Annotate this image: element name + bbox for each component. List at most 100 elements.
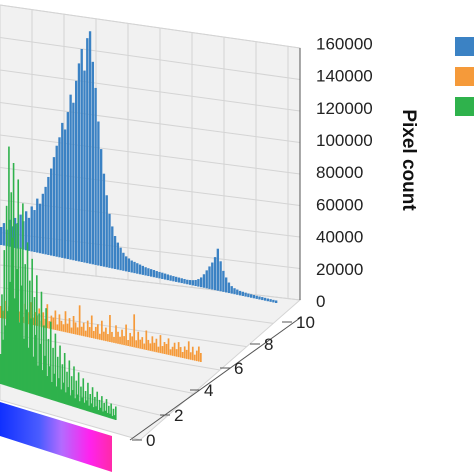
bar	[89, 394, 92, 412]
bar	[91, 387, 94, 413]
bar	[141, 337, 144, 350]
series-2	[0, 146, 117, 420]
bar	[200, 353, 202, 362]
grid-line-z	[0, 69, 301, 112]
bar	[200, 277, 203, 288]
bar	[73, 366, 75, 407]
bar	[208, 266, 211, 289]
y-tick-label: 2	[174, 406, 183, 425]
bar	[39, 343, 42, 397]
bar	[72, 316, 75, 334]
bar	[197, 279, 200, 287]
bar	[91, 61, 95, 265]
bar	[95, 406, 97, 414]
bar	[147, 268, 150, 277]
bar	[22, 203, 24, 391]
bar	[30, 206, 33, 252]
bar	[151, 336, 154, 352]
bar	[27, 347, 30, 393]
bar	[47, 176, 50, 255]
bar	[30, 302, 33, 325]
bar	[70, 376, 73, 407]
bar	[62, 324, 65, 332]
bar	[84, 391, 87, 411]
bar	[11, 226, 14, 248]
bar	[4, 325, 7, 386]
bar	[122, 252, 125, 271]
bar	[96, 391, 99, 415]
bar	[109, 315, 111, 342]
bar	[108, 213, 111, 268]
bar	[60, 389, 63, 403]
bar	[72, 102, 75, 261]
bar	[230, 286, 233, 294]
bar	[247, 293, 250, 298]
color-gradient-strip	[0, 402, 112, 472]
bar	[183, 279, 186, 284]
bar	[188, 280, 192, 285]
bar	[144, 267, 147, 276]
bar	[129, 332, 131, 347]
bar	[110, 403, 112, 419]
bar	[138, 264, 142, 275]
bar	[173, 342, 176, 357]
grid-line-z	[0, 4, 301, 49]
bar	[40, 291, 43, 397]
bar	[197, 346, 200, 362]
bar	[26, 242, 29, 393]
bar	[2, 223, 6, 246]
bar	[127, 340, 129, 346]
bar	[105, 327, 107, 342]
bar	[261, 297, 264, 301]
bar	[0, 354, 2, 384]
bar	[96, 324, 99, 340]
bar	[78, 305, 81, 336]
bar	[153, 342, 156, 352]
bar	[157, 346, 160, 353]
bar	[82, 378, 85, 410]
bar	[135, 340, 138, 348]
bar	[82, 322, 85, 337]
bar	[161, 346, 164, 354]
bar	[269, 299, 272, 302]
bar	[59, 345, 61, 403]
bar	[48, 366, 51, 400]
bar	[187, 341, 190, 360]
bar	[211, 262, 214, 290]
grid-line-z	[0, 37, 301, 80]
bar	[5, 205, 8, 386]
bar	[19, 214, 22, 250]
bar	[51, 382, 53, 400]
bar	[12, 163, 15, 388]
bar	[48, 321, 51, 329]
bar	[98, 333, 101, 340]
bar	[61, 122, 64, 258]
bar	[88, 31, 92, 264]
bar	[33, 210, 36, 253]
bar	[38, 313, 40, 396]
bar	[53, 373, 56, 401]
bar	[38, 203, 42, 254]
bar	[193, 354, 196, 361]
bar	[23, 338, 25, 392]
bar	[15, 223, 17, 389]
bar	[37, 365, 39, 396]
bar	[90, 315, 93, 338]
bar	[6, 311, 9, 387]
bar	[70, 327, 73, 334]
grid-line-z	[0, 134, 301, 175]
legend-swatch-green	[455, 97, 474, 116]
bar	[177, 277, 181, 283]
bar	[52, 317, 55, 330]
bar	[222, 270, 225, 292]
bar	[165, 343, 168, 355]
bar	[119, 247, 122, 271]
z-tick-label: 160000	[316, 34, 373, 53]
bar	[76, 394, 79, 408]
bar	[86, 320, 89, 338]
bar	[92, 330, 95, 339]
z-tick-label: 140000	[316, 67, 373, 86]
bar	[152, 270, 156, 278]
bar	[29, 280, 31, 394]
